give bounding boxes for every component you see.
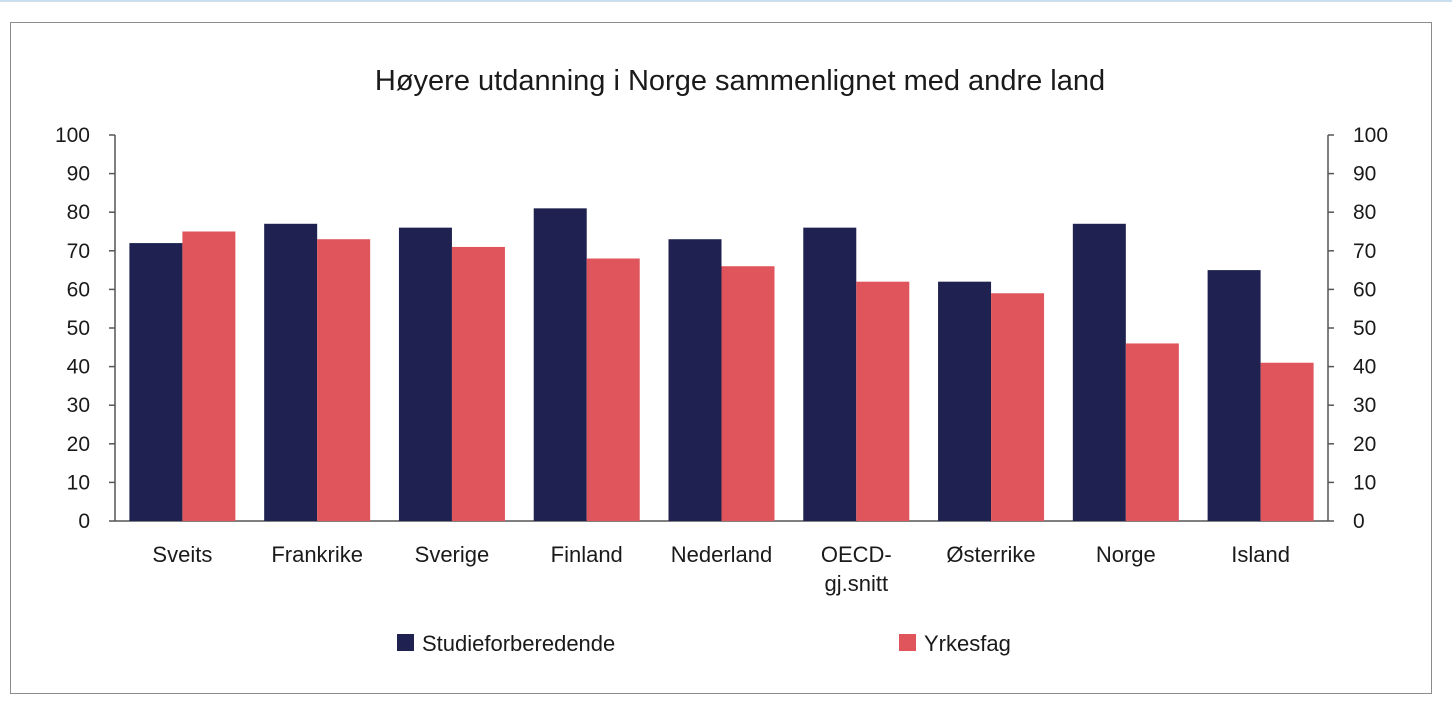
category-label: Island (1231, 542, 1290, 567)
y-tick-label-left: 30 (67, 394, 90, 417)
y-tick-label-right: 70 (1353, 240, 1376, 263)
bar-yrkesfag (721, 266, 775, 521)
y-tick-label-right: 20 (1353, 433, 1376, 456)
legend-swatch (899, 634, 916, 651)
y-tick-label-left: 10 (67, 471, 90, 494)
legend: Studieforberedende Yrkesfag (397, 631, 1011, 656)
category-label: gj.snitt (824, 571, 888, 596)
category-label: Frankrike (271, 542, 363, 567)
y-tick-label-left: 90 (67, 163, 90, 186)
bar-yrkesfag (182, 231, 236, 521)
category-label: Sveits (152, 542, 212, 567)
legend-swatch (397, 634, 414, 651)
category-label: Norge (1096, 542, 1156, 567)
y-tick-label-right: 0 (1353, 510, 1365, 533)
bars (129, 208, 1314, 521)
y-tick-label-right: 50 (1353, 317, 1376, 340)
y-tick-label-left: 60 (67, 278, 90, 301)
bar-yrkesfag (1260, 362, 1314, 521)
bar-yrkesfag (451, 246, 505, 521)
category-label: Nederland (671, 542, 773, 567)
y-tick-label-right: 60 (1353, 278, 1376, 301)
y-tick-label-right: 40 (1353, 356, 1376, 379)
bar-yrkesfag (586, 258, 640, 521)
category-label: Finland (551, 542, 623, 567)
bar-studieforberedende (129, 243, 183, 521)
y-tick-label-right: 10 (1353, 471, 1376, 494)
y-tick-label-left: 80 (67, 201, 90, 224)
category-label: Østerrike (946, 542, 1035, 567)
bar-yrkesfag (1125, 343, 1179, 521)
bar-studieforberedende (668, 239, 722, 521)
y-tick-label-left: 20 (67, 433, 90, 456)
top-divider (0, 0, 1452, 2)
bar-yrkesfag (991, 293, 1045, 521)
bar-studieforberedende (1207, 270, 1261, 521)
bar-studieforberedende (533, 208, 587, 521)
legend-label: Yrkesfag (924, 631, 1011, 656)
legend-label: Studieforberedende (422, 631, 615, 656)
bar-studieforberedende (938, 281, 992, 521)
bar-studieforberedende (264, 223, 318, 521)
y-tick-label-right: 80 (1353, 201, 1376, 224)
axes: 0 0 10 10 20 20 30 30 40 40 50 50 60 60 70 70 80 80 90 90 10… (55, 124, 1388, 533)
bar-yrkesfag (317, 239, 371, 521)
category-label: OECD- (821, 542, 892, 567)
y-tick-label-right: 100 (1353, 124, 1388, 147)
category-labels: Sveits Frankrike Sverige Finland Nederland OE… (152, 542, 1290, 596)
y-tick-label-left: 100 (55, 124, 90, 147)
y-tick-label-right: 90 (1353, 163, 1376, 186)
y-tick-label-left: 50 (67, 317, 90, 340)
chart-title: Høyere utdanning i Norge sammenlignet me… (375, 65, 1105, 97)
y-tick-label-left: 40 (67, 356, 90, 379)
y-tick-label-right: 30 (1353, 394, 1376, 417)
y-tick-label-left: 70 (67, 240, 90, 263)
bar-studieforberedende (398, 227, 452, 521)
bar-studieforberedende (803, 227, 857, 521)
bar-yrkesfag (856, 281, 910, 521)
y-tick-label-left: 0 (78, 510, 90, 533)
category-label: Sverige (415, 542, 490, 567)
bar-studieforberedende (1072, 223, 1126, 521)
